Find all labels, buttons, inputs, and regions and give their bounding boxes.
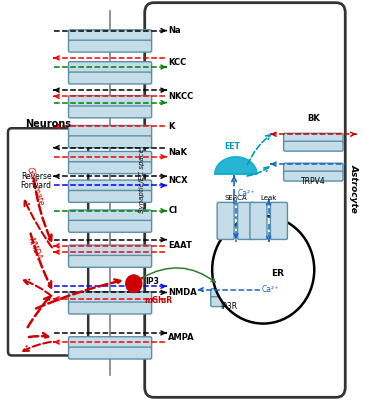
FancyBboxPatch shape	[284, 141, 343, 151]
Text: EET: EET	[224, 142, 240, 151]
FancyBboxPatch shape	[284, 133, 343, 143]
Text: Leak: Leak	[261, 195, 277, 201]
Ellipse shape	[212, 216, 314, 324]
Text: NMDA: NMDA	[168, 288, 197, 297]
FancyBboxPatch shape	[250, 202, 267, 240]
FancyBboxPatch shape	[68, 162, 152, 174]
FancyBboxPatch shape	[68, 96, 152, 108]
FancyBboxPatch shape	[68, 302, 152, 314]
FancyBboxPatch shape	[68, 72, 152, 84]
Text: Ca²⁺: Ca²⁺	[261, 285, 279, 294]
Text: NMDA: NMDA	[26, 236, 43, 262]
Text: BK: BK	[307, 114, 320, 123]
FancyBboxPatch shape	[68, 152, 152, 163]
FancyBboxPatch shape	[68, 256, 152, 267]
FancyBboxPatch shape	[68, 292, 152, 304]
Text: IP3: IP3	[145, 277, 159, 286]
Text: ER: ER	[271, 269, 284, 278]
FancyBboxPatch shape	[270, 202, 287, 240]
Text: Astrocyte: Astrocyte	[349, 164, 358, 212]
Text: TRPV4: TRPV4	[301, 177, 326, 186]
FancyBboxPatch shape	[284, 163, 343, 173]
FancyBboxPatch shape	[68, 30, 152, 42]
Text: Ca²⁺: Ca²⁺	[238, 189, 255, 198]
Text: Synaptic/EC space: Synaptic/EC space	[139, 148, 145, 212]
FancyBboxPatch shape	[68, 106, 152, 118]
FancyBboxPatch shape	[68, 190, 152, 202]
Text: Na: Na	[168, 26, 181, 35]
FancyBboxPatch shape	[68, 180, 152, 192]
Text: Forward: Forward	[21, 181, 52, 190]
FancyBboxPatch shape	[68, 210, 152, 222]
Text: Glutamate: Glutamate	[25, 166, 46, 208]
Text: mGluR: mGluR	[145, 296, 173, 306]
FancyBboxPatch shape	[68, 136, 152, 148]
FancyBboxPatch shape	[211, 297, 246, 306]
FancyBboxPatch shape	[211, 289, 246, 299]
FancyBboxPatch shape	[68, 220, 152, 232]
Text: Cl: Cl	[168, 206, 178, 215]
Text: NKCC: NKCC	[168, 92, 194, 101]
FancyBboxPatch shape	[68, 126, 152, 137]
FancyBboxPatch shape	[68, 40, 152, 52]
Text: NCX: NCX	[168, 176, 188, 185]
Text: KCC: KCC	[168, 58, 187, 67]
Text: SERCA: SERCA	[225, 195, 247, 201]
Polygon shape	[215, 157, 257, 174]
Text: Neurons: Neurons	[25, 119, 71, 129]
Text: IP3R: IP3R	[220, 302, 237, 312]
FancyBboxPatch shape	[238, 202, 255, 240]
FancyBboxPatch shape	[8, 128, 88, 356]
Text: AMPA: AMPA	[168, 333, 195, 342]
Text: NaK: NaK	[168, 148, 187, 157]
Text: Reverse: Reverse	[21, 172, 52, 181]
FancyBboxPatch shape	[68, 62, 152, 74]
FancyBboxPatch shape	[68, 337, 152, 349]
FancyBboxPatch shape	[217, 202, 234, 240]
Circle shape	[126, 275, 142, 292]
FancyBboxPatch shape	[145, 3, 345, 397]
FancyBboxPatch shape	[284, 171, 343, 181]
FancyBboxPatch shape	[68, 245, 152, 257]
Text: K: K	[168, 122, 175, 131]
Text: EAAT: EAAT	[168, 241, 192, 250]
FancyBboxPatch shape	[68, 347, 152, 359]
